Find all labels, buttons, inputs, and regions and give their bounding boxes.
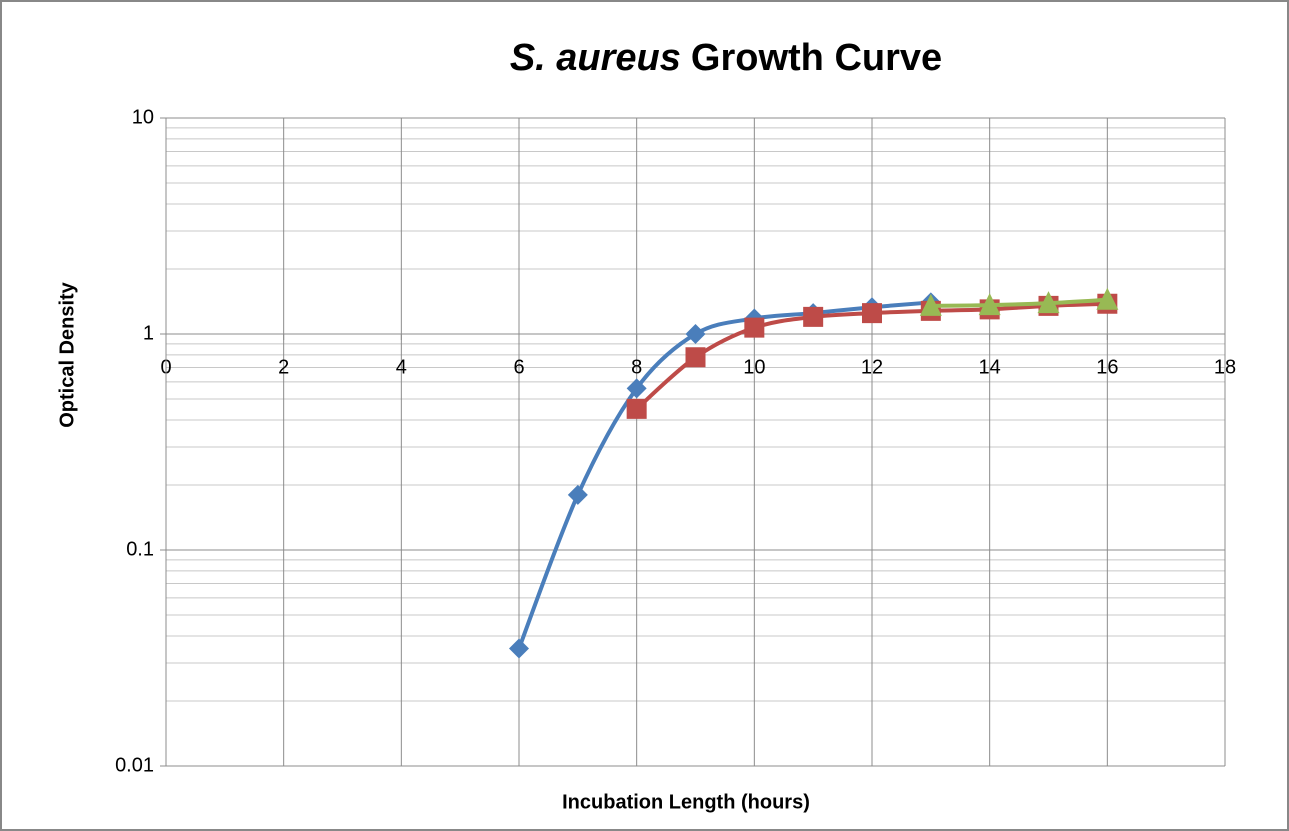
y-tick-label: 0.1 (126, 538, 154, 560)
series-line (930, 297, 1108, 308)
x-axis-title: Incubation Length (hours) (562, 791, 810, 813)
x-tick-label: 16 (1096, 356, 1118, 378)
y-tick-label: 10 (132, 106, 154, 128)
x-tick-label: 2 (278, 356, 289, 378)
y-axis-title: Optical Density (56, 281, 78, 427)
marker (567, 484, 588, 505)
x-tick-label: 6 (513, 356, 524, 378)
x-tick-label: 14 (979, 356, 1001, 378)
marker (978, 293, 1001, 316)
y-tick-label: 0.01 (115, 754, 154, 776)
marker (685, 347, 706, 368)
marker (1037, 291, 1060, 314)
chart-title: S. aureus Growth Curve (510, 37, 942, 79)
chart-title-rest: Growth Curve (691, 37, 942, 79)
marker (626, 398, 647, 419)
x-tick-label: 12 (861, 356, 883, 378)
marker (1096, 287, 1119, 310)
x-tick-label: 10 (743, 356, 765, 378)
marker (509, 638, 529, 659)
x-tick-label: 4 (396, 356, 407, 378)
x-tick-label: 18 (1214, 356, 1236, 378)
marker (626, 378, 647, 399)
y-tick-label: 1 (143, 322, 154, 344)
marker (862, 303, 882, 324)
x-tick-label: 8 (631, 356, 642, 378)
marker (919, 293, 942, 316)
chart-title-italic: S. aureus (510, 37, 681, 79)
marker (803, 306, 824, 327)
marker (685, 324, 706, 344)
marker (744, 317, 765, 338)
